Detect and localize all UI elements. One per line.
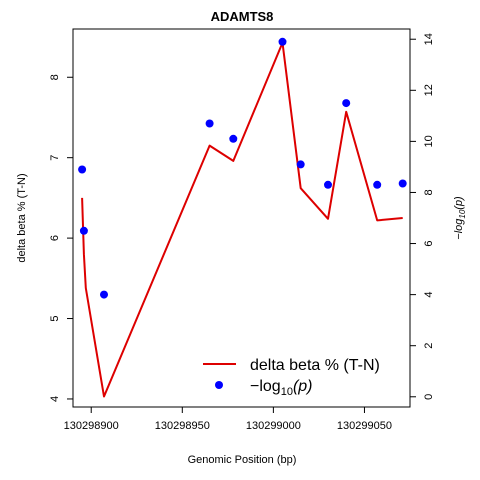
- x-tick-label: 130298950: [155, 420, 210, 432]
- log10p-point: [79, 226, 88, 235]
- y2-axis-label-prefix: −log: [453, 218, 465, 240]
- y2-tick-label: 4: [423, 292, 435, 298]
- y2-axis-label-sub: 10: [458, 209, 467, 218]
- x-tick-label: 130299000: [246, 420, 301, 432]
- log10p-point: [229, 134, 238, 143]
- y-axis-right: 0 2 4 6 8 10 12 14: [410, 33, 435, 400]
- legend-point-suffix: (p): [293, 378, 313, 395]
- y2-tick-label: 0: [423, 394, 435, 400]
- series-line-delta-beta: [81, 41, 403, 398]
- y-tick-label: 7: [49, 155, 61, 161]
- series-points-log10p: [78, 37, 407, 299]
- log10p-point: [205, 119, 214, 128]
- plot-area: [72, 28, 411, 408]
- y2-tick-label: 2: [423, 343, 435, 349]
- y-axis-label: delta beta % (T-N): [16, 173, 28, 262]
- x-tick-label: 130298900: [64, 420, 119, 432]
- y2-tick-label: 10: [423, 135, 435, 147]
- y-tick-label: 8: [49, 74, 61, 80]
- log10p-point: [342, 99, 351, 108]
- y2-tick-label: 6: [423, 240, 435, 246]
- legend-point-label: −log10(p): [250, 378, 313, 398]
- y-axis-left: 4 5 6 7 8: [49, 74, 73, 402]
- log10p-point: [78, 165, 87, 174]
- log10p-point: [296, 160, 305, 169]
- delta-beta-line: [81, 41, 403, 398]
- y2-tick-label: 12: [423, 84, 435, 96]
- legend-point-sub: 10: [281, 386, 293, 398]
- legend-line-label: delta beta % (T-N): [250, 357, 380, 374]
- legend: delta beta % (T-N) −log10(p): [203, 357, 380, 398]
- x-tick-label: 130299050: [337, 420, 392, 432]
- legend-point-swatch: [215, 381, 223, 389]
- legend-point-prefix: −log: [250, 378, 281, 395]
- log10p-point: [278, 37, 287, 46]
- plot-frame: [72, 28, 411, 408]
- y2-tick-label: 14: [423, 33, 435, 45]
- chart-title: ADAMTS8: [211, 9, 274, 24]
- x-axis: 130298900 130298950 130299000 130299050: [64, 407, 392, 432]
- y-tick-label: 6: [49, 235, 61, 241]
- y-tick-label: 4: [49, 396, 61, 402]
- y-tick-label: 5: [49, 315, 61, 321]
- log10p-point: [324, 180, 332, 189]
- y2-axis-label: −log10(p): [453, 196, 467, 240]
- log10p-point: [398, 179, 407, 188]
- y2-axis-label-suffix: (p): [453, 196, 465, 210]
- log10p-point: [373, 180, 382, 189]
- y2-tick-label: 8: [423, 189, 435, 195]
- x-axis-label: Genomic Position (bp): [188, 454, 297, 466]
- log10p-point: [100, 290, 108, 299]
